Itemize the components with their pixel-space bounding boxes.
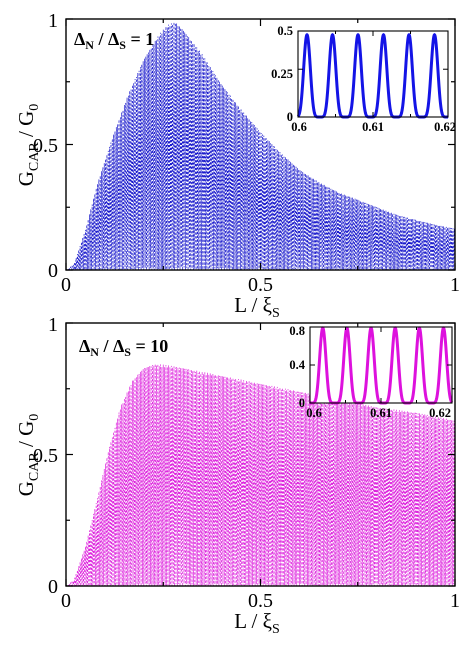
top-annotation: ΔN / ΔS = 1 (74, 29, 154, 52)
bottom-ytick-0: 0 (48, 576, 58, 598)
bottom-xtick-0: 0 (61, 590, 71, 612)
bottom-annotation: ΔN / ΔS = 10 (79, 336, 168, 359)
top-inset-ytick-0: 0 (287, 110, 293, 124)
bottom-panel: 0 0.5 1 0 0.5 1 L / ξS GCAR / G0 ΔN / ΔS… (14, 314, 460, 637)
bottom-xlabel: L / ξS (234, 609, 280, 637)
bottom-xtick-0.5: 0.5 (248, 590, 273, 612)
top-inset-xtick-0.62: 0.62 (434, 120, 456, 134)
top-inset: 0 0.25 0.5 0.6 0.61 0.62 (271, 24, 456, 134)
bottom-inset: 0 0.4 0.8 0.6 0.61 0.62 (289, 324, 454, 420)
bottom-inset-xtick-0.61: 0.61 (370, 406, 392, 420)
top-inset-ytick-0.25: 0.25 (271, 67, 293, 81)
top-xtick-1: 1 (450, 274, 460, 296)
top-inset-xtick-0.61: 0.61 (362, 120, 384, 134)
bottom-ytick-0.5: 0.5 (33, 445, 58, 467)
top-inset-xtick-0.6: 0.6 (291, 120, 307, 134)
bottom-inset-ytick-0: 0 (299, 396, 305, 410)
bottom-inset-xtick-0.6: 0.6 (306, 406, 322, 420)
bottom-xtick-1: 1 (450, 590, 460, 612)
bottom-inset-ytick-0.4: 0.4 (289, 358, 305, 372)
bottom-inset-ticks (309, 326, 453, 404)
top-ytick-0.5: 0.5 (33, 135, 58, 157)
bottom-inset-ytick-0.8: 0.8 (289, 324, 305, 338)
top-inset-background (298, 31, 448, 117)
top-inset-ytick-0.5: 0.5 (277, 24, 293, 38)
bottom-inset-xtick-0.62: 0.62 (429, 406, 451, 420)
bottom-ylabel: GCAR / G0 (14, 414, 42, 496)
top-ylabel: GCAR / G0 (14, 104, 42, 186)
bottom-axis-ticks (65, 322, 456, 587)
top-ytick-0: 0 (48, 260, 58, 282)
top-xlabel: L / ξS (234, 293, 280, 321)
top-panel: 0 0.5 1 0 0.5 1 L / ξS GCAR / G0 ΔN / ΔS… (14, 10, 460, 321)
top-ytick-1: 1 (48, 10, 58, 32)
bottom-ytick-1: 1 (48, 314, 58, 336)
bottom-inset-background (310, 327, 452, 403)
top-xtick-0.5: 0.5 (248, 274, 273, 296)
top-xtick-0: 0 (61, 274, 71, 296)
top-inset-ticks (297, 31, 449, 118)
top-axis-ticks (65, 18, 456, 271)
